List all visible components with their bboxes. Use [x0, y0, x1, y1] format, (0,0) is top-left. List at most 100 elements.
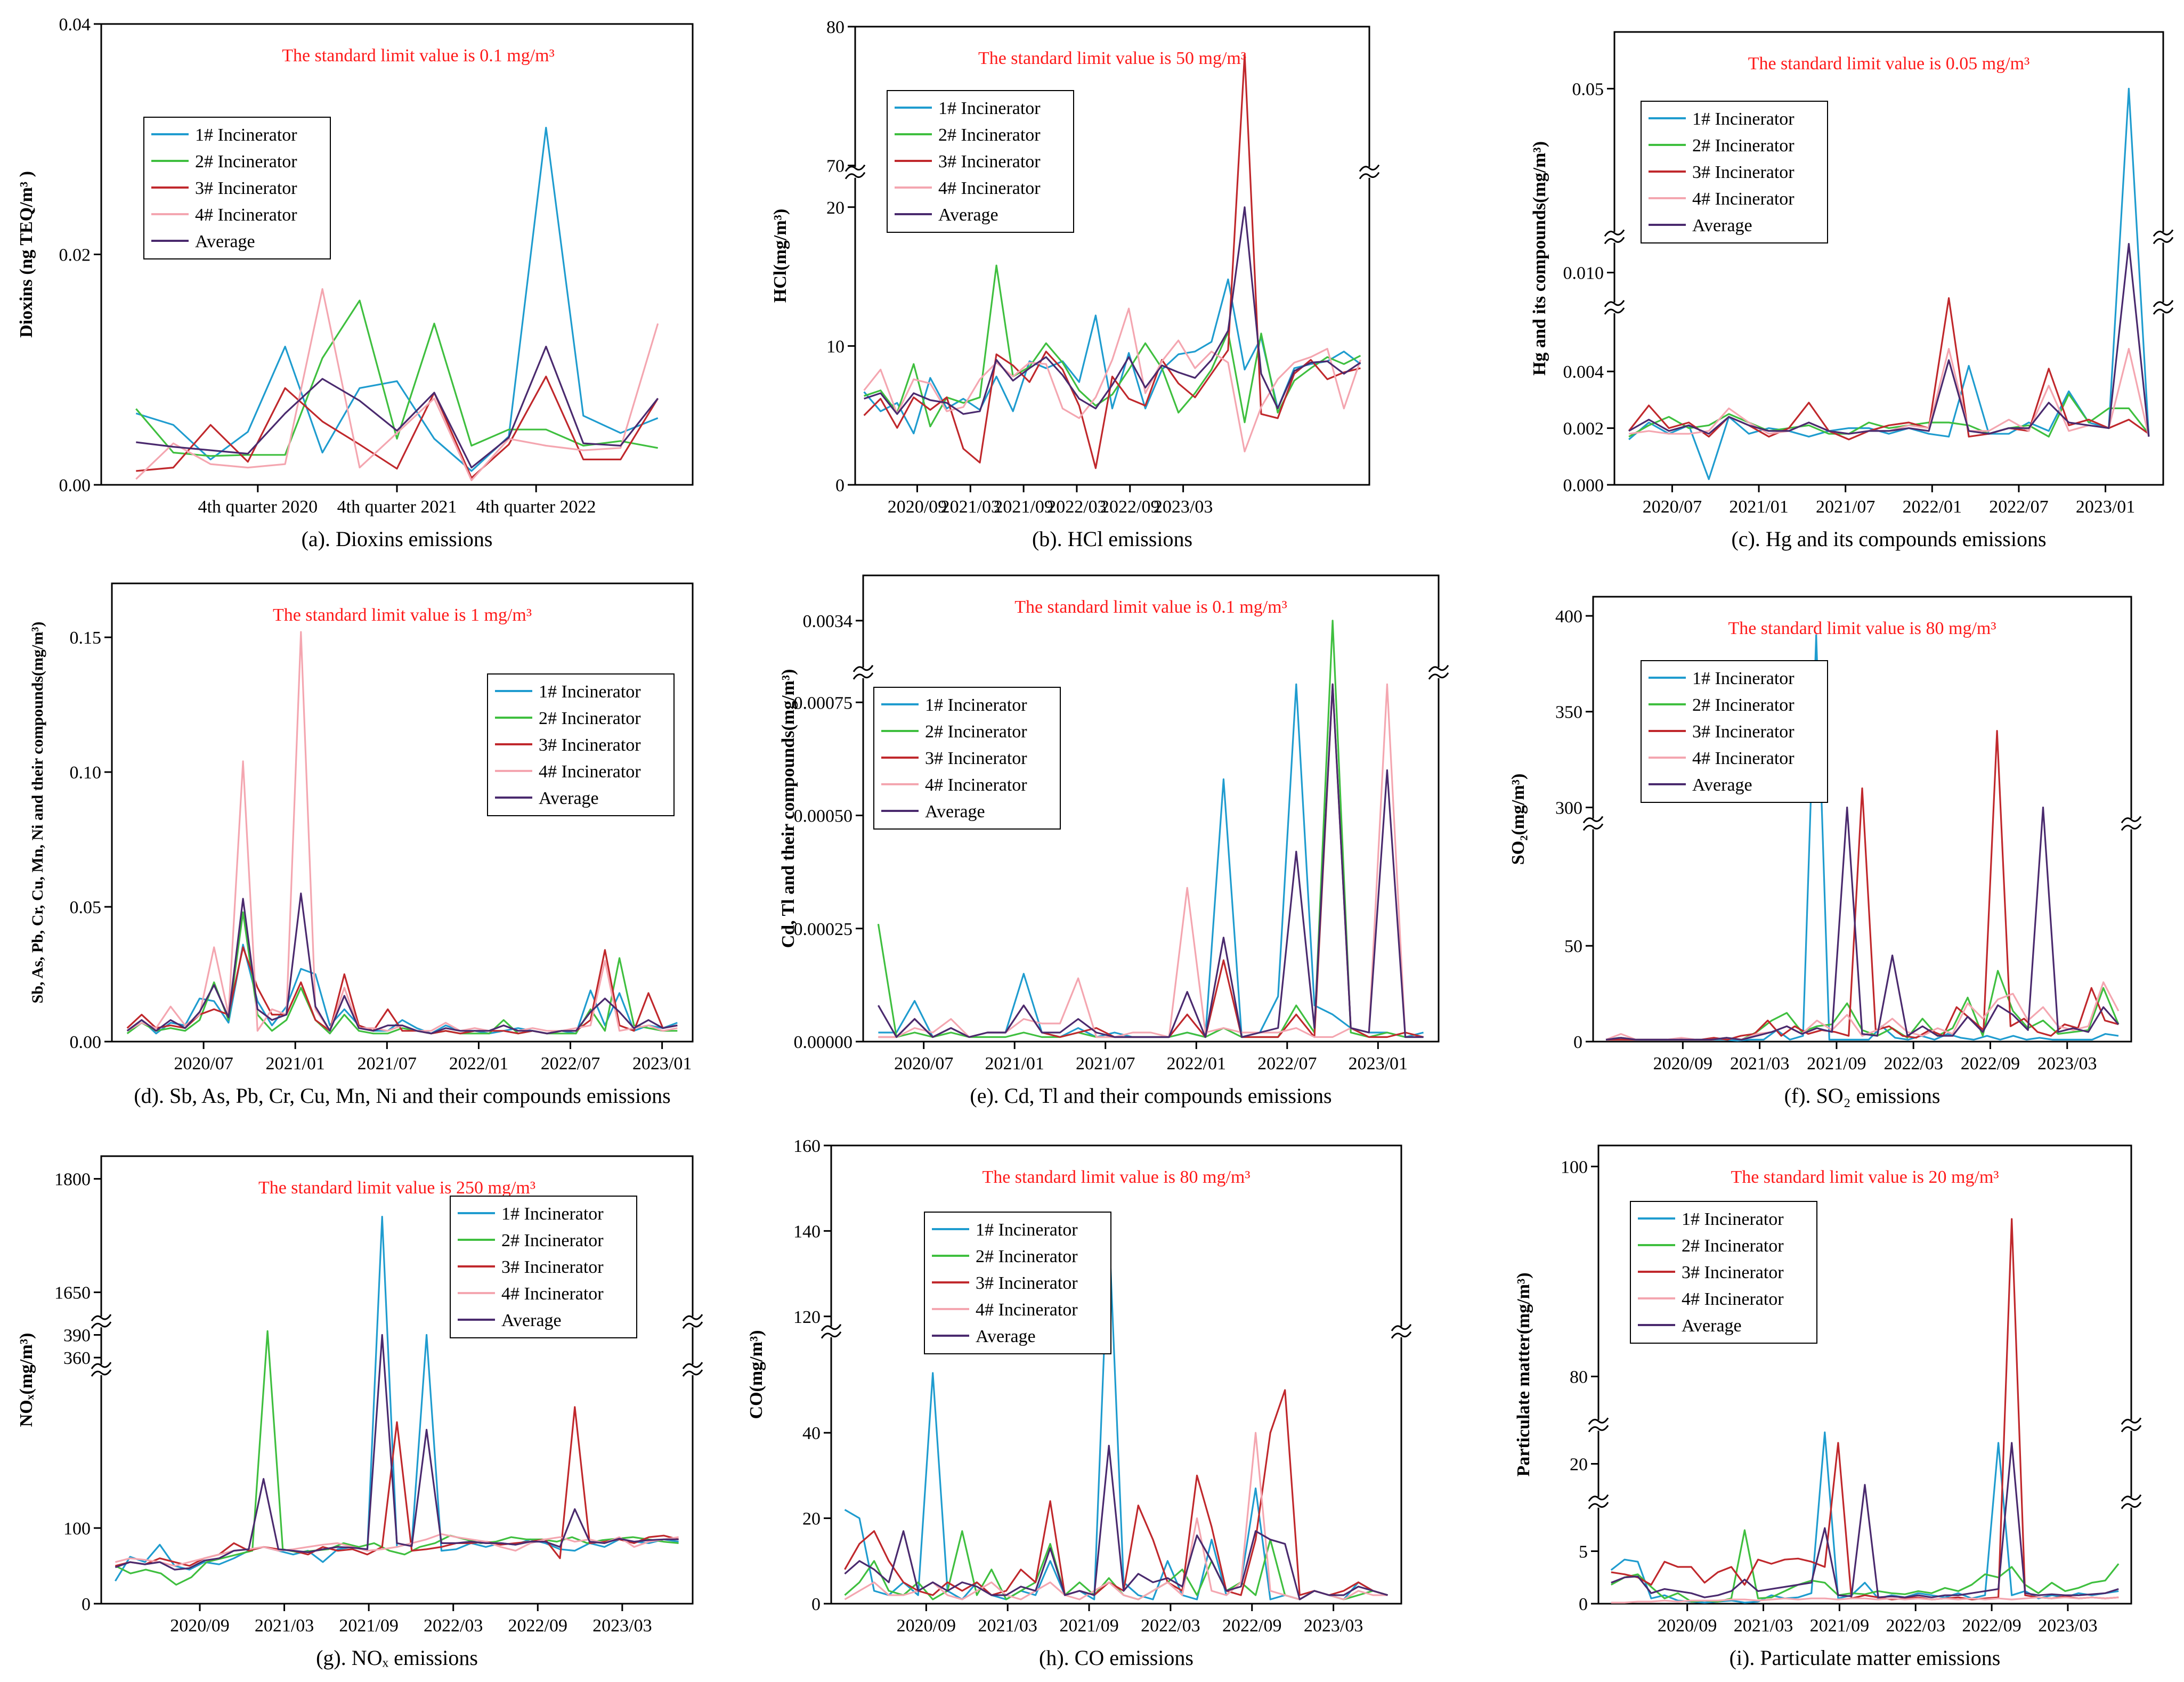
x-tick-label: 2020/09	[1653, 1054, 1712, 1074]
legend-label: 2# Incinerator	[976, 1247, 1078, 1266]
panel-caption: (a). Dioxins emissions	[302, 527, 493, 551]
x-tick-label: 2022/09	[1222, 1616, 1281, 1636]
axis-break-left-1-bottom	[1588, 1425, 1609, 1433]
y-axis-label: CO(mg/m³)	[746, 1330, 766, 1419]
x-tick-label: 2021/01	[985, 1054, 1044, 1074]
standard-limit-note: The standard limit value is 50 mg/m³	[978, 48, 1246, 68]
x-tick-label: 2021/07	[1816, 497, 1875, 517]
axis-break-left-0-top	[845, 164, 866, 172]
legend-label: 4# Incinerator	[1692, 189, 1795, 209]
y-tick-label: 0.000	[1563, 476, 1604, 495]
axis-break-right-0-top	[2153, 299, 2174, 307]
standard-limit-note: The standard limit value is 1 mg/m³	[273, 605, 532, 625]
y-tick-label: 350	[1555, 703, 1582, 722]
y-tick-label: 0.00000	[794, 1033, 853, 1052]
x-tick-label: 2022/09	[1962, 1616, 2021, 1636]
x-tick-label: 2023/01	[2076, 497, 2135, 517]
axis-break-left-0-bottom	[853, 672, 874, 680]
x-tick-label: 2021/07	[358, 1054, 417, 1074]
axis-break-left-1-top	[1604, 229, 1625, 237]
axis-break-right-0-bottom	[2153, 307, 2174, 315]
series-line-1-incinerator	[1610, 1431, 2119, 1604]
axis-break-left-0-bottom	[821, 1331, 842, 1339]
y-tick-label: 0.15	[70, 628, 102, 648]
axis-break-right-0-bottom	[2121, 1501, 2142, 1509]
series-line-3-incinerator	[136, 376, 659, 479]
series-line-average	[115, 1334, 679, 1571]
axis-break-right-1-bottom	[2153, 237, 2174, 245]
legend-label: Average	[1682, 1316, 1742, 1336]
x-tick-label: 2022/09	[1100, 497, 1159, 517]
y-tick-label: 1650	[54, 1283, 91, 1303]
panel-caption: (h). CO emissions	[1039, 1646, 1194, 1670]
legend-label: 4# Incinerator	[938, 178, 1041, 198]
legend-label: 1# Incinerator	[1692, 109, 1795, 129]
x-tick-label: 2022/07	[1257, 1054, 1317, 1074]
legend-label: 1# Incinerator	[976, 1220, 1078, 1240]
legend-label: 1# Incinerator	[195, 125, 297, 145]
legend-label: 1# Incinerator	[1692, 669, 1795, 688]
y-tick-label: 100	[63, 1519, 91, 1539]
x-tick-label: 4th quarter 2021	[337, 497, 457, 517]
legend-label: 2# Incinerator	[925, 722, 1027, 742]
axis-break-right-1-top	[682, 1314, 703, 1322]
y-tick-label: 0.004	[1563, 362, 1604, 382]
y-tick-label: 50	[1564, 937, 1582, 956]
y-tick-label: 0.10	[70, 763, 102, 783]
y-axis-label: Particulate matter(mg/m³)	[1514, 1272, 1533, 1476]
x-tick-label: 2023/03	[2038, 1616, 2097, 1636]
y-tick-label: 0.0034	[803, 612, 853, 631]
legend-label: 4# Incinerator	[1682, 1289, 1784, 1309]
series-line-1-incinerator	[135, 127, 659, 472]
legend-label: 2# Incinerator	[1692, 136, 1795, 156]
axis-break-left-0-top	[1588, 1494, 1609, 1502]
axis-break-right-0-top	[2121, 816, 2142, 824]
x-tick-label: 2020/09	[888, 497, 947, 517]
legend-label: 3# Incinerator	[938, 152, 1041, 172]
legend-label: Average	[1692, 216, 1752, 235]
y-tick-label: 0.04	[59, 15, 91, 35]
x-tick-label: 2021/09	[1059, 1616, 1118, 1636]
series-line-3-incinerator	[844, 1389, 1388, 1596]
y-tick-label: 0.00075	[794, 693, 853, 713]
x-tick-label: 2022/09	[508, 1616, 567, 1636]
standard-limit-note: The standard limit value is 250 mg/m³	[258, 1178, 535, 1198]
series-line-average	[1611, 1442, 2119, 1598]
y-tick-label: 360	[63, 1348, 91, 1368]
series-line-2-incinerator	[126, 911, 678, 1035]
legend-label: 1# Incinerator	[938, 99, 1041, 118]
y-tick-label: 0	[835, 476, 845, 495]
x-tick-label: 2020/07	[894, 1054, 953, 1074]
axis-break-left-1-bottom	[91, 1321, 112, 1329]
legend-label: 4# Incinerator	[1692, 749, 1795, 768]
legend-label: 4# Incinerator	[976, 1300, 1078, 1320]
series-line-4-incinerator	[1611, 1596, 2119, 1604]
plot-frame	[1597, 1144, 2132, 1605]
y-axis-label: HCl(mg/m³)	[770, 209, 790, 303]
chart-panel-c: 0.000 0.002 0.004 0.010 0.05 2020/07 2021/01 20…	[1530, 31, 2174, 551]
axis-break-right-0-bottom	[2121, 823, 2142, 831]
y-tick-label: 0	[811, 1595, 821, 1614]
x-tick-label: 2021/03	[1734, 1616, 1793, 1636]
axis-break-left-0-top	[1604, 299, 1625, 307]
x-tick-label: 2022/03	[1883, 1054, 1943, 1074]
legend-label: 3# Incinerator	[1682, 1263, 1784, 1282]
legend-box	[924, 1212, 1111, 1354]
legend-label: 2# Incinerator	[501, 1231, 604, 1250]
legend-label: Average	[501, 1311, 562, 1330]
series-line-2-incinerator	[135, 299, 658, 457]
y-tick-label: 0.05	[1572, 79, 1604, 99]
x-tick-label: 2021/03	[941, 497, 1000, 517]
chart-panel-i: 0 5 20 80 100 2020/09 2021/03 2021/09 2022/03 202…	[1514, 1144, 2142, 1670]
x-tick-label: 2021/09	[1807, 1054, 1866, 1074]
y-tick-label: 20	[1570, 1455, 1588, 1475]
axis-break-left-0-bottom	[1582, 823, 1604, 831]
axis-break-left-0-top	[91, 1362, 112, 1369]
x-tick-label: 2021/03	[978, 1616, 1037, 1636]
legend-label: 3# Incinerator	[1692, 722, 1795, 742]
plot-frame	[111, 582, 694, 1043]
y-tick-label: 70	[826, 157, 845, 176]
series-line-4-incinerator	[863, 307, 1361, 453]
axis-break-left-0-top	[821, 1323, 842, 1331]
